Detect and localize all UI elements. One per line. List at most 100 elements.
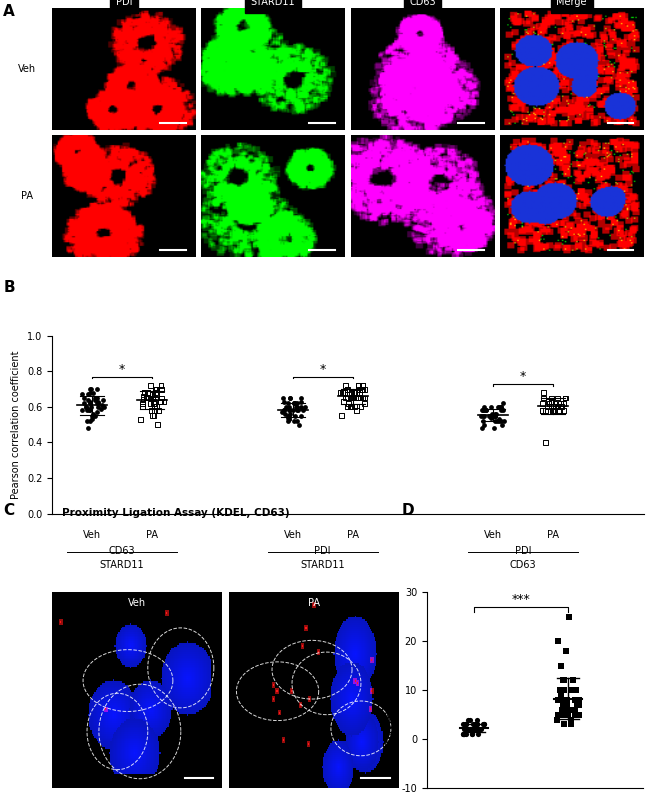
Point — [555, 397, 566, 410]
Text: Proximity Ligation Assay (KDEL, CD63): Proximity Ligation Assay (KDEL, CD63) — [62, 508, 289, 518]
Point — [496, 404, 506, 417]
Point — [573, 693, 584, 706]
Y-axis label: PA: PA — [21, 191, 33, 201]
Point — [571, 708, 581, 721]
Point — [550, 397, 560, 410]
Point — [479, 419, 489, 431]
Point — [85, 386, 96, 399]
Text: PA: PA — [307, 599, 320, 608]
Point — [468, 723, 478, 736]
Point — [467, 723, 478, 736]
Point — [147, 404, 157, 417]
Point — [149, 397, 159, 410]
Point — [458, 728, 469, 740]
Point — [348, 386, 358, 399]
Point — [150, 392, 161, 404]
Point — [465, 723, 476, 736]
Point — [98, 393, 108, 406]
Point — [349, 400, 359, 413]
Point — [559, 684, 569, 696]
Point — [494, 415, 504, 427]
Point — [546, 395, 556, 408]
Point — [352, 386, 362, 399]
Point — [474, 723, 484, 736]
Point — [83, 393, 93, 406]
Point — [470, 718, 480, 731]
Point — [276, 406, 287, 419]
Point — [467, 718, 478, 731]
Point — [478, 718, 488, 731]
Text: Veh: Veh — [283, 529, 302, 540]
Point — [499, 415, 509, 427]
Point — [346, 392, 356, 404]
Point — [149, 409, 159, 422]
Point — [555, 684, 566, 696]
Point — [571, 684, 581, 696]
Point — [343, 383, 353, 396]
Point — [458, 723, 469, 736]
Text: PDI: PDI — [515, 545, 532, 556]
Text: B: B — [3, 280, 15, 295]
Point — [279, 404, 289, 417]
Point — [557, 674, 567, 687]
Point — [292, 415, 302, 427]
Title: PDI: PDI — [116, 0, 132, 7]
Text: CD63: CD63 — [510, 560, 536, 570]
Point — [289, 415, 299, 427]
Point — [566, 713, 577, 726]
Point — [458, 728, 469, 740]
Point — [145, 379, 155, 392]
Point — [356, 383, 367, 396]
Point — [90, 392, 101, 404]
Point — [489, 409, 500, 422]
Text: PDI: PDI — [315, 545, 331, 556]
Point — [570, 693, 580, 706]
Point — [478, 404, 488, 417]
Point — [462, 713, 473, 726]
Point — [548, 400, 558, 413]
Point — [571, 699, 582, 712]
Point — [488, 409, 498, 422]
Point — [157, 383, 167, 396]
Point — [156, 392, 166, 404]
Point — [283, 413, 294, 426]
Point — [543, 395, 554, 408]
Point — [549, 404, 560, 417]
Point — [339, 386, 350, 399]
Point — [497, 419, 507, 431]
Point — [562, 693, 572, 706]
Point — [298, 404, 308, 417]
Point — [85, 383, 96, 396]
Point — [553, 693, 564, 706]
Point — [137, 400, 148, 413]
Point — [348, 392, 359, 404]
Point — [544, 397, 554, 410]
Point — [354, 392, 364, 404]
Point — [558, 397, 569, 410]
Point — [292, 404, 303, 417]
Point — [338, 386, 348, 399]
Point — [155, 395, 166, 408]
Point — [279, 395, 289, 408]
Text: *: * — [119, 363, 125, 376]
Point — [537, 404, 547, 417]
Point — [462, 723, 472, 736]
Point — [142, 386, 153, 399]
Point — [92, 395, 103, 408]
Point — [283, 409, 293, 422]
Point — [493, 400, 504, 413]
Point — [537, 404, 547, 417]
Point — [560, 699, 570, 712]
Point — [352, 404, 362, 417]
Text: A: A — [3, 4, 15, 19]
Point — [88, 408, 98, 420]
Point — [92, 397, 102, 410]
Point — [137, 397, 148, 410]
Text: PA: PA — [146, 529, 158, 540]
Point — [339, 386, 350, 399]
Point — [81, 400, 91, 413]
Point — [296, 392, 306, 404]
Point — [296, 400, 306, 413]
Point — [479, 718, 489, 731]
Point — [150, 383, 160, 396]
